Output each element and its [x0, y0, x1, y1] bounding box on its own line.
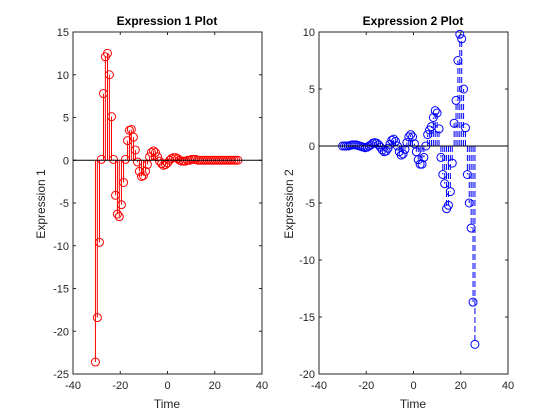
data-point — [464, 198, 474, 208]
data-point — [449, 118, 459, 128]
data-point — [419, 152, 429, 162]
y-tick-label: 10 — [57, 70, 69, 82]
data-point — [92, 313, 102, 323]
y-tick-label: -25 — [53, 369, 69, 381]
data-point — [107, 112, 117, 122]
data-point — [404, 132, 414, 142]
y-tick-label: 10 — [303, 27, 315, 39]
data-point — [112, 209, 122, 219]
chart-title: Expression 2 Plot — [363, 14, 464, 28]
data-point — [138, 171, 148, 181]
data-point — [381, 146, 391, 156]
x-tick-label: 20 — [209, 380, 221, 392]
data-point — [417, 159, 427, 169]
data-point — [466, 223, 476, 233]
data-point — [470, 339, 480, 349]
data-point — [423, 130, 433, 140]
y-tick-label: 5 — [63, 113, 69, 125]
data-point — [387, 135, 397, 145]
data-point — [398, 149, 408, 159]
axes-expression-2: Expression 2 Plot Time Expression 2 -20-… — [282, 14, 514, 411]
data-point — [430, 106, 440, 116]
y-tick-label: -5 — [59, 198, 69, 210]
data-point — [116, 200, 126, 210]
data-point — [119, 177, 129, 187]
data-point — [111, 190, 121, 200]
data-point — [400, 144, 410, 154]
axes-box — [72, 31, 263, 375]
data-point — [128, 132, 138, 142]
data-point — [451, 95, 461, 105]
y-tick-label: 5 — [309, 84, 315, 96]
y-tick-label: -5 — [305, 198, 315, 210]
data-point — [114, 212, 124, 222]
x-tick-label: 40 — [502, 380, 514, 392]
x-axis-label: Time — [400, 397, 427, 411]
data-point — [132, 157, 142, 167]
y-axis-label: Expression 1 — [34, 169, 48, 239]
plot-area: -25 -20 -15 -10 -5 0 5 10 15 -40 -20 0 20 40 — [53, 27, 268, 392]
x-tick-label: 0 — [164, 380, 170, 392]
data-point — [457, 34, 467, 44]
y-tick-label: -10 — [53, 241, 69, 253]
chart-title: Expression 1 Plot — [117, 14, 218, 28]
data-point — [460, 123, 470, 133]
data-point — [150, 148, 160, 158]
data-point — [434, 124, 444, 134]
x-axis-label: Time — [154, 397, 181, 411]
data-point — [153, 152, 163, 162]
y-tick-label: -15 — [53, 284, 69, 296]
y-tick-label: 15 — [57, 27, 69, 39]
data-point — [102, 48, 112, 58]
x-tick-label: 0 — [410, 380, 416, 392]
data-point — [447, 158, 457, 168]
data-point — [98, 89, 108, 99]
axes-box — [318, 31, 509, 375]
data-point — [453, 56, 463, 65]
y-axis-label: Expression 2 — [282, 169, 296, 239]
data-point — [440, 179, 450, 189]
data-point — [406, 130, 416, 140]
data-point — [408, 132, 418, 142]
x-tick-label: 20 — [455, 380, 467, 392]
y-tick-label: 0 — [309, 141, 315, 153]
data-point — [443, 200, 453, 210]
data-point — [96, 154, 106, 164]
data-point — [146, 148, 156, 158]
data-point — [391, 136, 401, 146]
data-point — [438, 170, 448, 179]
data-point — [468, 297, 478, 307]
x-tick-label: -20 — [112, 380, 128, 392]
y-tick-label: -20 — [53, 326, 69, 338]
data-point — [383, 143, 393, 153]
data-point — [104, 70, 114, 80]
data-point — [130, 145, 140, 155]
data-point — [157, 159, 167, 169]
data-point — [432, 108, 442, 118]
data-point — [436, 152, 446, 162]
axes-expression-1: Expression 1 Plot Time Expression 1 -25-… — [34, 14, 268, 411]
y-tick-label: -10 — [299, 255, 315, 267]
data-point — [445, 187, 455, 197]
data-point — [90, 357, 100, 367]
data-point — [108, 154, 118, 164]
y-tick-label: -15 — [299, 312, 315, 324]
data-point — [459, 84, 469, 94]
data-point — [462, 170, 472, 179]
x-tick-label: -20 — [358, 380, 374, 392]
data-point — [389, 134, 399, 144]
data-point — [455, 29, 465, 39]
x-tick-label: -40 — [311, 380, 327, 392]
x-tick-label: -40 — [65, 380, 81, 392]
y-tick-label: -20 — [299, 369, 315, 381]
data-point — [141, 166, 151, 176]
data-point — [120, 154, 130, 164]
data-point — [94, 237, 104, 247]
x-tick-label: 40 — [256, 380, 268, 392]
y-tick-label: 0 — [63, 155, 69, 167]
